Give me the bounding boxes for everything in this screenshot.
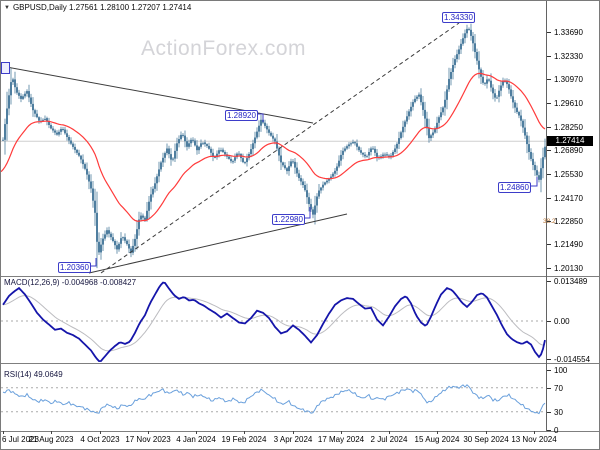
dropdown-arrow-icon[interactable]: ▼ [4, 5, 10, 11]
date-tick-mark [293, 431, 294, 434]
main-price-chart-canvas[interactable] [1, 1, 546, 276]
date-axis-label: 15 Aug 2024 [414, 435, 460, 444]
price-axis-label: 1.30970 [554, 75, 583, 84]
rsi-axis-label: 30 [554, 408, 563, 417]
bottom-axis-separator [1, 431, 599, 432]
date-tick-mark [341, 431, 342, 434]
symbol-ohlc-text: GBPUSD,Daily 1.27561 1.28100 1.27207 1.2… [12, 3, 192, 12]
date-axis-label: 17 May 2024 [317, 435, 365, 444]
axis-tick-mark [547, 150, 551, 151]
price-axis-label: 1.24170 [554, 194, 583, 203]
date-tick-mark [389, 431, 390, 434]
date-axis-label: 3 Apr 2024 [273, 435, 313, 444]
clipped-price-flag [1, 62, 10, 74]
date-tick-mark [244, 431, 245, 434]
date-axis-label: 2 Jul 2024 [370, 435, 408, 444]
price-axis-label: 1.26890 [554, 146, 583, 155]
axis-tick-mark [547, 79, 551, 80]
watermark: ActionForex.com [141, 37, 307, 60]
axis-tick-mark [547, 174, 551, 175]
pane-separator-macd[interactable] [1, 276, 599, 277]
date-axis-label: 6 Jul 2023 [2, 435, 39, 444]
price-flag-label[interactable]: 1.22980 [272, 214, 305, 225]
axis-tick-mark [547, 321, 551, 322]
axis-tick-mark [547, 221, 551, 222]
axis-tick-mark [547, 370, 551, 371]
price-flag-label[interactable]: 1.34330 [442, 12, 475, 23]
price-flag-label[interactable]: 1.28920 [225, 110, 258, 121]
chart-title: ▼ GBPUSD,Daily 1.27561 1.28100 1.27207 1.… [4, 3, 191, 12]
macd-main-line [2, 281, 546, 363]
date-axis-label: 30 Sep 2024 [463, 435, 509, 444]
price-axis-label: 1.25530 [554, 170, 583, 179]
date-axis-label: 19 Feb 2024 [221, 435, 267, 444]
rsi-axis-label: 0 [554, 426, 559, 435]
date-tick-mark [437, 431, 438, 434]
macd-axis-label: 0.013489 [554, 277, 588, 286]
price-axis-label: 1.33690 [554, 28, 583, 37]
date-tick-mark [51, 431, 52, 434]
rsi-axis-label: 70 [554, 384, 563, 393]
date-axis-label: 17 Nov 2023 [125, 435, 171, 444]
price-axis-label: 1.28250 [554, 123, 583, 132]
date-axis-label: 4 Oct 2023 [80, 435, 120, 444]
date-axis-label: 13 Nov 2024 [511, 435, 557, 444]
axis-tick-mark [547, 32, 551, 33]
price-axis-label: 1.32330 [554, 52, 583, 61]
axis-tick-mark [547, 430, 551, 431]
date-tick-mark [486, 431, 487, 434]
macd-signal-line [2, 295, 546, 352]
axis-tick-mark [547, 198, 551, 199]
axis-tick-mark [547, 388, 551, 389]
date-tick-mark [534, 431, 535, 434]
macd-axis-label: 0.00 [554, 317, 570, 326]
price-axis[interactable]: 1.27414 38.2 1.336901.323301.309701.2961… [543, 1, 599, 435]
date-tick-mark [100, 431, 101, 434]
axis-tick-mark [547, 359, 551, 360]
price-axis-label: 1.29610 [554, 99, 583, 108]
date-axis-label: 4 Jan 2024 [176, 435, 216, 444]
axis-tick-mark [547, 281, 551, 282]
candlesticks [2, 23, 546, 269]
date-tick-mark [196, 431, 197, 434]
axis-tick-mark [547, 412, 551, 413]
macd-label: MACD(12,26,9) -0.004968 -0.008427 [4, 278, 137, 287]
price-axis-label: 1.20130 [554, 264, 583, 273]
current-price-badge: 1.27414 [547, 136, 593, 146]
price-axis-divider [546, 1, 547, 431]
price-flag-label[interactable]: 1.24860 [498, 182, 531, 193]
trendlines[interactable] [1, 22, 460, 274]
macd-pane-canvas[interactable] [1, 277, 546, 363]
macd-axis-label: -0.014554 [554, 355, 591, 364]
rsi-label: RSI(14) 49.0649 [4, 370, 63, 379]
axis-tick-mark [547, 56, 551, 57]
axis-tick-mark [547, 244, 551, 245]
date-axis-label: 21 Aug 2023 [28, 435, 74, 444]
rsi-axis-label: 100 [554, 366, 568, 375]
price-axis-label: 1.22850 [554, 217, 583, 226]
axis-tick-mark [547, 127, 551, 128]
date-tick-mark [148, 431, 149, 434]
price-axis-label: 1.21490 [554, 240, 583, 249]
rsi-pane-canvas[interactable] [1, 364, 546, 431]
date-tick-mark [3, 431, 4, 434]
pane-separator-rsi[interactable] [1, 363, 599, 364]
moving-average-line [1, 72, 546, 222]
price-flag-label[interactable]: 1.20360 [58, 262, 91, 273]
axis-tick-mark [547, 103, 551, 104]
rsi-line [2, 384, 546, 415]
axis-tick-mark [547, 268, 551, 269]
